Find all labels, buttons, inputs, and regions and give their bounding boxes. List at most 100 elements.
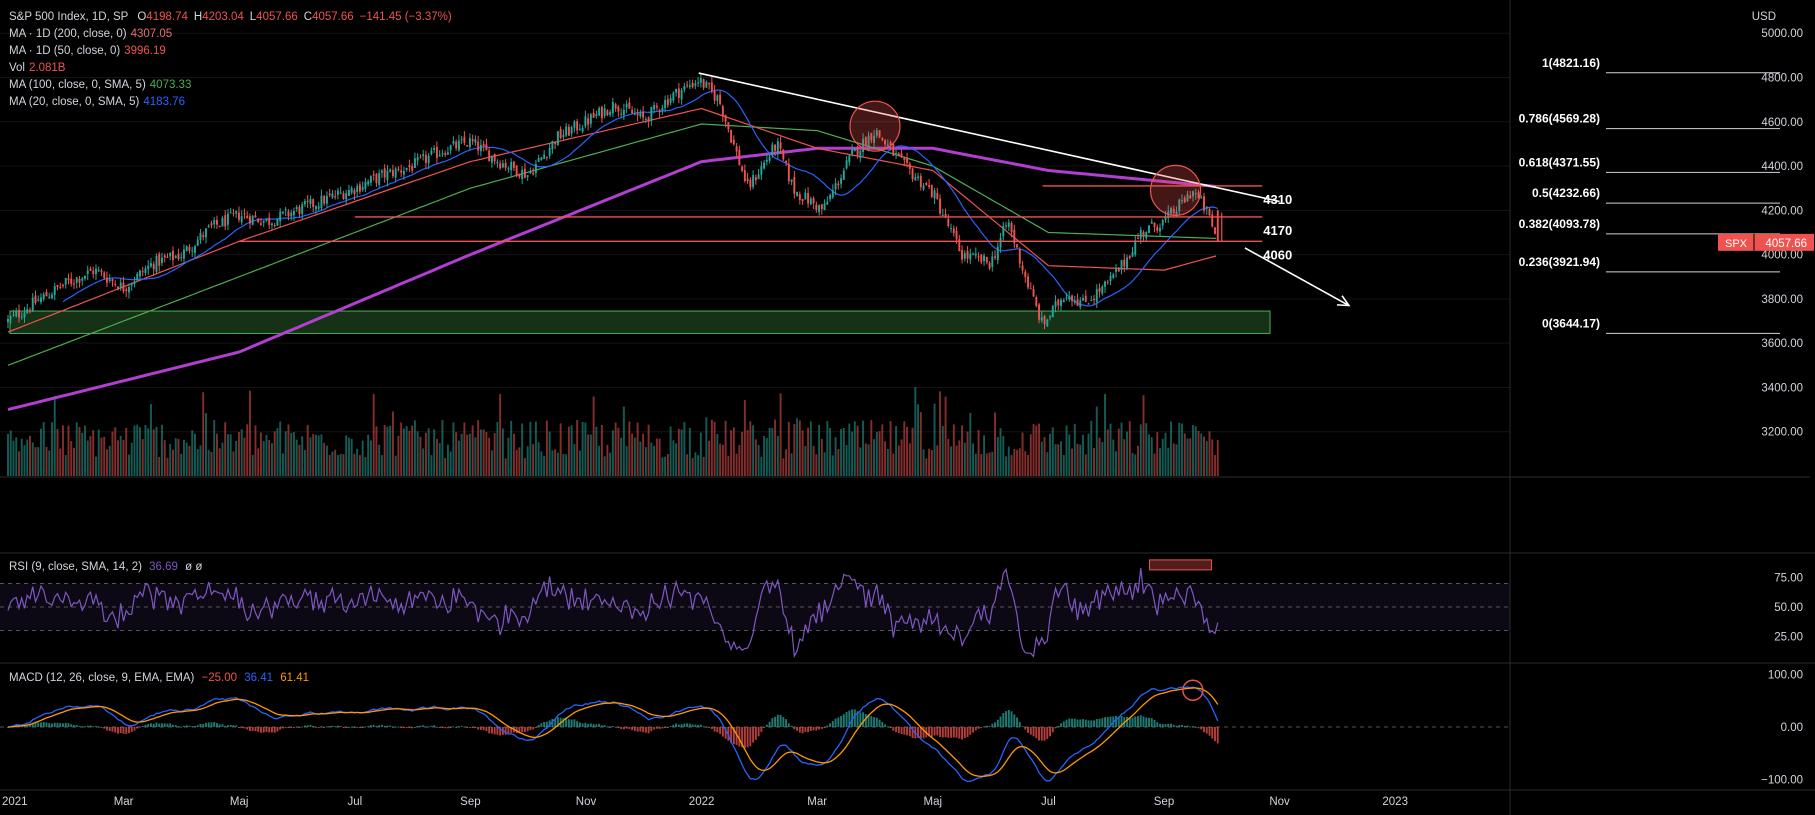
macd-hist-bar <box>658 727 661 729</box>
candle-body <box>1038 304 1041 320</box>
volume-bar <box>224 422 227 476</box>
candle-body <box>411 166 414 171</box>
macd-hist-bar <box>155 722 158 727</box>
candle-body <box>89 268 92 271</box>
volume-bar <box>345 435 348 476</box>
candle-body <box>295 207 298 209</box>
volume-bar <box>273 431 276 476</box>
macd-hist-bar <box>108 727 111 732</box>
candle-body <box>37 299 40 301</box>
candle-body <box>229 212 232 214</box>
candle-body <box>111 279 114 282</box>
macd-hist-bar <box>655 727 658 729</box>
symbol-ohlc-row[interactable]: S&P 500 Index, 1D, SP O4198.74 H4203.04 L4… <box>9 9 452 26</box>
macd-hist-bar <box>730 727 733 744</box>
indicator-legend-item[interactable]: MA · 1D (200, close, 0) 4307.05 <box>9 26 452 43</box>
symbol-title[interactable]: S&P 500 Index, 1D, SP <box>9 11 129 23</box>
volume-bar <box>441 420 444 476</box>
macd-hist-bar <box>809 727 812 731</box>
volume-bar <box>1178 422 1181 476</box>
volume-bar <box>776 435 779 476</box>
volume-bar <box>493 433 496 476</box>
candle-body <box>576 121 579 131</box>
volume-bar <box>661 457 664 476</box>
macd-hist-bar <box>350 726 353 728</box>
volume-bar <box>383 424 386 476</box>
candle-body <box>196 239 199 246</box>
candle-body <box>928 185 931 187</box>
indicator-legend-item[interactable]: MA (100, close, 0, SMA, 5) 4073.33 <box>9 77 452 94</box>
macd-hist-bar <box>518 727 521 734</box>
rsi-legend[interactable]: RSI (9, close, SMA, 14, 2) 36.69 ø ø <box>9 561 202 573</box>
volume-bar <box>697 455 700 476</box>
volume-bar <box>53 395 56 476</box>
macd-hist-bar <box>438 727 441 728</box>
macd-hist-bar <box>848 710 851 727</box>
candle-body <box>859 150 862 158</box>
macd-hist-bar <box>1197 727 1200 729</box>
candle-body <box>136 273 139 281</box>
volume-bar <box>598 445 601 476</box>
candle-body <box>774 144 777 151</box>
macd-hist-bar <box>378 725 381 727</box>
macd-hist-bar <box>339 725 342 727</box>
macd-hist-bar <box>787 723 790 727</box>
trendline-drawings[interactable] <box>698 72 1351 307</box>
macd-hist-bar <box>251 727 254 731</box>
candle-body <box>188 247 191 251</box>
indicator-legend-item[interactable]: MA (20, close, 0, SMA, 5) 4183.76 <box>9 94 452 111</box>
candle-body <box>314 206 317 210</box>
candle-body <box>823 203 826 211</box>
candle-body <box>1192 191 1194 197</box>
macd-hist-bar <box>768 721 771 727</box>
candle-body <box>526 175 529 178</box>
macd-hist-bar <box>994 722 997 727</box>
indicator-legend-item[interactable]: Vol 2.081B <box>9 60 452 77</box>
volume-bar <box>433 429 436 476</box>
candle-body <box>1035 297 1038 306</box>
volume-bar <box>554 449 557 476</box>
macd-hist-bar <box>364 726 367 728</box>
macd-hist-bar <box>240 727 243 729</box>
candle-body <box>133 281 136 285</box>
macd-hist-bar <box>488 727 491 734</box>
candle-body <box>34 295 37 303</box>
macd-hist-bar <box>958 727 961 739</box>
volume-bar <box>1087 433 1090 476</box>
candle-body <box>301 204 304 215</box>
candle-body <box>224 215 227 227</box>
volume-bar <box>183 440 185 476</box>
volume-bar <box>81 432 84 476</box>
volume-bar <box>620 437 623 476</box>
moving-averages <box>7 89 1219 412</box>
macd-legend[interactable]: MACD (12, 26, close, 9, EMA, EMA) −25.00… <box>9 672 309 684</box>
volume-bar <box>939 391 942 476</box>
fibonacci-retracement[interactable]: 1(4821.16) 0.786(4569.28) 0.618(4371.55) 0.… <box>1519 56 1780 334</box>
candle-body <box>853 148 856 152</box>
macd-hist-bar <box>581 723 584 727</box>
volume-bar <box>1148 434 1150 476</box>
ma-line-ma200 <box>7 146 1217 412</box>
volume-bar <box>705 417 708 476</box>
macd-hist-bar <box>400 727 403 728</box>
candle-body <box>925 182 928 185</box>
volume-bar <box>185 442 188 476</box>
time-tick-label: Mar <box>114 796 134 808</box>
macd-hist-bar <box>1024 727 1027 730</box>
macd-hist-bar <box>40 722 42 727</box>
candle-body <box>64 278 67 285</box>
indicator-legend-item[interactable]: MA · 1D (50, close, 0) 3996.19 <box>9 43 452 60</box>
volume-bar <box>639 441 642 476</box>
volume-bar <box>609 452 612 476</box>
macd-hist-bar <box>452 726 455 728</box>
volume-bar <box>499 393 502 476</box>
candle-body <box>262 220 265 223</box>
candle-body <box>1117 268 1120 272</box>
candle-body <box>1126 257 1128 269</box>
volume-bar <box>1150 437 1153 476</box>
volume-bar <box>548 431 551 476</box>
fib-label: 0.618(4371.55) <box>1519 155 1600 169</box>
horizontal-levels[interactable]: 4310 4170 4060 <box>239 185 1292 262</box>
volume-bar <box>680 429 683 476</box>
